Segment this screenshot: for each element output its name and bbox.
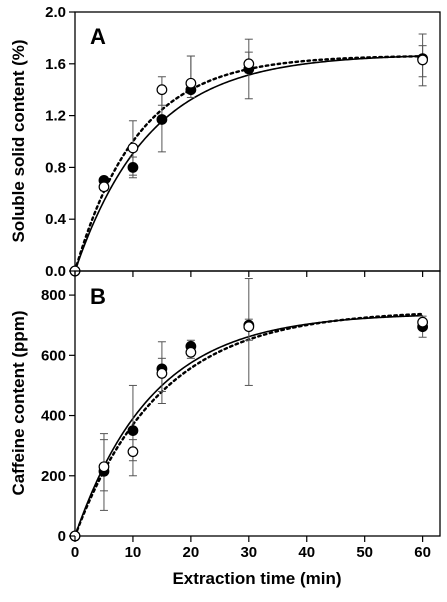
panel-b-point-open <box>185 346 197 358</box>
panel-a-point-open <box>156 84 168 96</box>
x-tick-label: 0 <box>71 544 79 561</box>
panel-b-point-filled <box>127 425 139 437</box>
panel-b-y-tick-label: 800 <box>41 287 66 304</box>
panel-b-error-bars <box>99 278 427 511</box>
panel-a-y-tick-label: 0.4 <box>45 211 67 228</box>
panel-a-point-filled <box>156 114 168 125</box>
x-axis-title: Extraction time (min) <box>172 569 341 588</box>
panel-b-point-open <box>127 446 139 458</box>
panel-b-point-open <box>98 461 110 473</box>
panel-a-ticks: 0.0 0.4 0.8 1.2 1.6 2.0 <box>45 4 424 280</box>
panel-b-label: B <box>90 284 106 309</box>
panel-a-point-filled <box>127 161 139 173</box>
panel-a-point-open <box>243 58 255 70</box>
panel-a-y-tick-label: 1.2 <box>45 108 66 125</box>
panel-b-point-open <box>243 321 255 333</box>
panel-a: A Soluble solid content (%) 0.0 0.4 0.8 1.2… <box>9 4 441 280</box>
panel-a-point-open <box>185 77 197 89</box>
panel-b-point-open <box>156 367 168 379</box>
panel-b: B Caffeine content (ppm) Extraction time… <box>9 270 441 588</box>
panel-b-y-tick-label: 600 <box>41 347 66 364</box>
panel-b-point-open <box>417 316 429 328</box>
x-tick-label: 30 <box>240 544 257 561</box>
x-tick-label: 10 <box>125 544 142 561</box>
panel-b-y-tick-label: 200 <box>41 468 66 485</box>
panel-a-y-tick-label: 0.8 <box>45 159 66 176</box>
panel-a-y-tick-label: 1.6 <box>45 56 66 73</box>
panel-a-y-tick-label: 2.0 <box>45 4 66 21</box>
x-tick-label: 40 <box>298 544 315 561</box>
panel-a-y-tick-label: 0.0 <box>45 263 66 280</box>
panel-a-point-open <box>417 54 429 66</box>
panel-b-y-axis-title: Caffeine content (ppm) <box>9 310 28 495</box>
panel-a-point-open <box>98 181 110 193</box>
panel-a-label: A <box>90 24 106 49</box>
panel-b-frame <box>74 270 441 537</box>
panel-a-point-open <box>127 142 139 154</box>
panel-a-y-axis-title: Soluble solid content (%) <box>9 39 28 242</box>
x-tick-label: 50 <box>356 544 373 561</box>
x-tick-label: 20 <box>183 544 200 561</box>
panel-b-y-tick-label: 400 <box>41 408 66 425</box>
x-tick-label: 60 <box>414 544 431 561</box>
panel-b-y-tick-label: 0 <box>58 528 66 545</box>
panel-a-frame <box>74 11 441 272</box>
